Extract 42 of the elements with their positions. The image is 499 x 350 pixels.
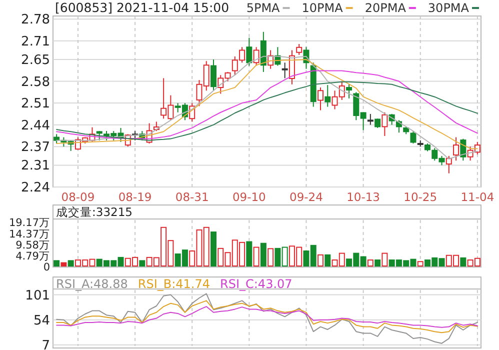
- x-tick-label: 08-31: [175, 190, 209, 204]
- chart-title: [600853] 2021-11-04 15:00: [55, 0, 230, 15]
- bar: [139, 260, 146, 266]
- y-tick-label: 7: [42, 338, 50, 350]
- y-tick-label: 2.78: [21, 12, 50, 28]
- y-tick-label: 2.71: [21, 34, 50, 50]
- y-tick-label: 101: [25, 288, 50, 304]
- bar: [324, 254, 331, 266]
- bar: [374, 259, 381, 266]
- legend-label: 20PMA: [364, 1, 407, 15]
- bar: [260, 242, 266, 266]
- bar: [68, 260, 74, 266]
- y-tick-label: 9.58万: [16, 239, 50, 252]
- bar: [60, 262, 67, 266]
- y-tick-label: 2.51: [21, 96, 50, 112]
- y-tick-label: 2.58: [21, 74, 50, 90]
- y-tick-label: 14.37万: [8, 228, 50, 240]
- x-tick-label: 08-19: [118, 190, 152, 204]
- y-tick-label: 4.79万: [16, 250, 50, 262]
- bar: [210, 232, 216, 266]
- y-tick-label: 2.24: [21, 180, 50, 196]
- x-tick-label: 09-10: [232, 190, 266, 204]
- x-tick-label: 08-09: [61, 190, 95, 204]
- y-tick-label: 2.31: [21, 158, 50, 174]
- x-tick-label: 09-24: [290, 190, 323, 204]
- y-tick-label: 0: [43, 262, 50, 274]
- bar: [54, 260, 60, 266]
- legend-label: 30PMA: [428, 1, 470, 15]
- y-tick-label: 2.44: [21, 118, 50, 134]
- y-tick-label: 54: [33, 313, 50, 328]
- x-tick-label: 11-04: [460, 190, 494, 204]
- bar: [246, 241, 252, 266]
- legend-label: 5PMA: [246, 1, 281, 15]
- y-tick-label: 19.17万: [8, 217, 50, 230]
- x-tick-label: 10-13: [346, 190, 380, 204]
- y-tick-label: 2.37: [21, 140, 50, 156]
- y-tick-label: 2.65: [21, 53, 50, 68]
- bar: [460, 257, 466, 266]
- legend: RSI_A:48.88 RSI_B:41.74 RSI_C:43.07: [56, 277, 292, 291]
- text: 成交量:33215: [56, 205, 132, 219]
- legend-label: 10PMA: [302, 1, 344, 15]
- x-tick-label: 10-25: [404, 190, 438, 204]
